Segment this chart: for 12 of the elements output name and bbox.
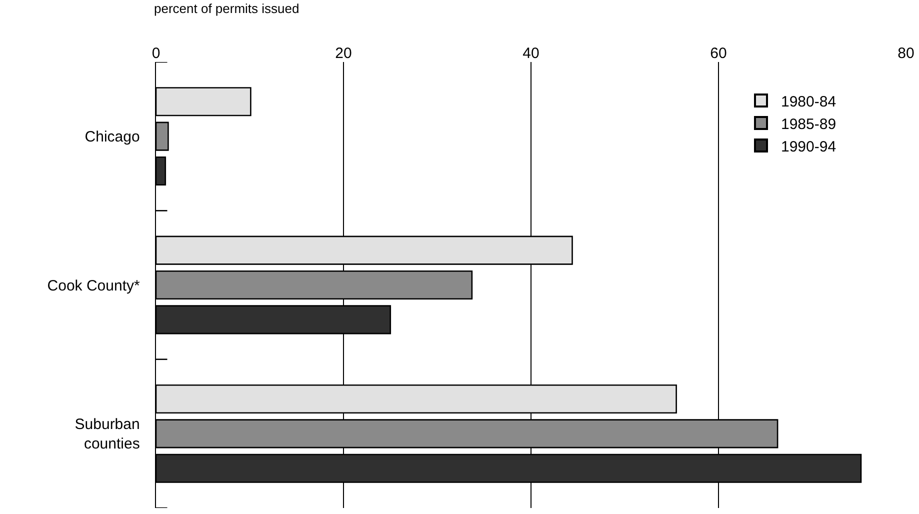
x-tick-label: 20: [335, 45, 352, 62]
legend-label: 1980-84: [781, 93, 836, 110]
x-axis-title: percent of permits issued: [154, 1, 300, 16]
y-tick-label: Cook County*: [47, 277, 140, 294]
x-tick-label: 80: [898, 45, 914, 62]
legend-label: 1985-89: [781, 116, 836, 133]
legend-label: 1990-94: [781, 138, 836, 156]
y-tick-label: Chicago: [84, 128, 140, 146]
y-tick-label: Suburban counties: [74, 416, 140, 453]
x-tick-label: 40: [522, 45, 540, 62]
x-tick-label: 60: [710, 45, 727, 62]
x-tick-label: 0: [152, 45, 160, 62]
